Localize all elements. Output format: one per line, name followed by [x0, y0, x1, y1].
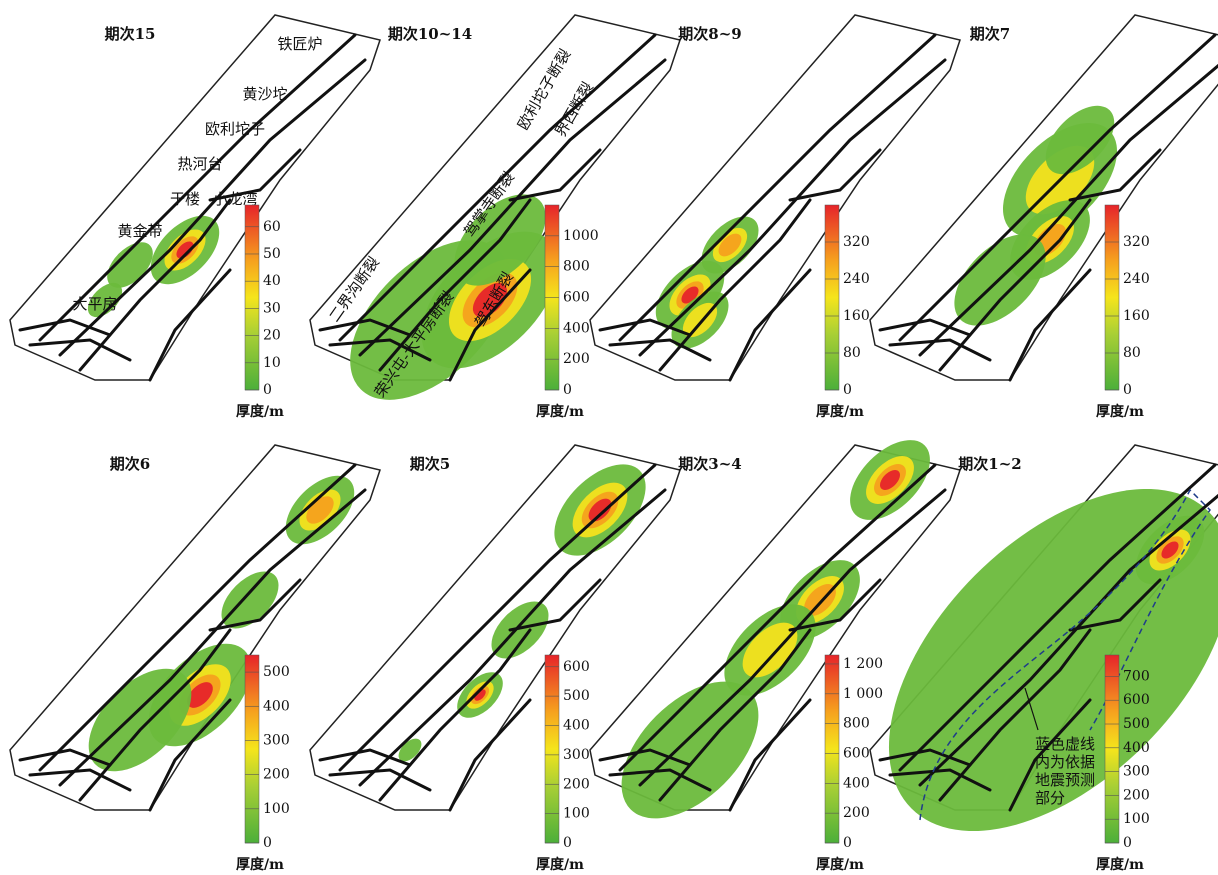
colorbar-tick-label: 400: [263, 698, 290, 714]
colorbar: [1105, 205, 1119, 390]
figure: 期次15铁匠炉黄沙坨欧利坨子热河台于楼小龙湾黄金带大平房010203040506…: [0, 0, 1218, 875]
colorbar-tick-label: 60: [263, 219, 281, 235]
colorbar-tick-label: 600: [843, 745, 870, 761]
map-panel: 期次6 0 100 200 300 400 500 厚度/m: [10, 445, 380, 873]
colorbar-tick-label: 200: [1123, 787, 1150, 803]
map-label: 部分: [1035, 789, 1065, 807]
colorbar-tick-label: 500: [1123, 716, 1150, 732]
colorbar-tick-label: 80: [843, 345, 861, 361]
colorbar-tick-label: 200: [263, 767, 290, 783]
colorbar-tick-label: 300: [563, 747, 590, 763]
colorbar-tick-label: 300: [1123, 764, 1150, 780]
colorbar-label: 厚度/m: [236, 403, 284, 420]
colorbar-tick-label: 100: [563, 806, 590, 822]
colorbar-tick-label: 500: [563, 688, 590, 704]
colorbar-tick-label: 0: [263, 835, 272, 851]
map-label: 于楼: [170, 190, 200, 208]
colorbar: [545, 655, 559, 843]
colorbar-label: 厚度/m: [1096, 403, 1144, 420]
colorbar-tick-label: 0: [563, 382, 572, 398]
panel-title: 期次15: [105, 25, 156, 43]
colorbar-tick-label: 200: [563, 351, 590, 367]
map-label: 内为依据: [1035, 753, 1095, 771]
map-label: 铁匠炉: [277, 35, 322, 53]
panel-title: 期次10~14: [388, 25, 472, 43]
colorbar-tick-label: 800: [843, 716, 870, 732]
panel-title: 期次5: [410, 455, 450, 473]
colorbar-tick-label: 1 200: [843, 656, 883, 672]
panel-title: 期次8~9: [678, 25, 741, 43]
map-label: 热河台: [177, 155, 222, 173]
colorbar-tick-label: 200: [563, 776, 590, 792]
map-panel: 期次15铁匠炉黄沙坨欧利坨子热河台于楼小龙湾黄金带大平房010203040506…: [10, 15, 380, 420]
colorbar-tick-label: 400: [563, 320, 590, 336]
colorbar-tick-label: 1000: [563, 228, 599, 244]
map-panel: 期次5 0 100 200 300 400 500 600 厚度/m: [310, 445, 680, 873]
map-label: 蓝色虚线: [1035, 735, 1095, 753]
colorbar-tick-label: 160: [1123, 308, 1150, 324]
colorbar-label: 厚度/m: [1096, 856, 1144, 873]
colorbar-tick-label: 40: [263, 273, 281, 289]
colorbar: [245, 655, 259, 843]
colorbar-tick-label: 600: [1123, 692, 1150, 708]
colorbar-tick-label: 300: [263, 732, 290, 748]
colorbar-label: 厚度/m: [816, 856, 864, 873]
colorbar-label: 厚度/m: [536, 403, 584, 420]
colorbar-tick-label: 100: [263, 801, 290, 817]
colorbar: [825, 205, 839, 390]
colorbar-tick-label: 400: [1123, 740, 1150, 756]
colorbar: [1105, 655, 1119, 843]
colorbar-tick-label: 0: [843, 835, 852, 851]
colorbar-tick-label: 400: [843, 775, 870, 791]
colorbar-tick-label: 0: [1123, 835, 1132, 851]
colorbar-tick-label: 0: [1123, 382, 1132, 398]
map-label: 欧利坨子: [205, 120, 265, 138]
panel-title: 期次1~2: [958, 455, 1021, 473]
colorbar-tick-label: 50: [263, 246, 281, 262]
colorbar-tick-label: 100: [1123, 811, 1150, 827]
colorbar-tick-label: 800: [563, 259, 590, 275]
colorbar-tick-label: 80: [1123, 345, 1141, 361]
colorbar-tick-label: 240: [843, 271, 870, 287]
colorbar-tick-label: 320: [1123, 234, 1150, 250]
colorbar-tick-label: 700: [1123, 668, 1150, 684]
colorbar-tick-label: 0: [563, 835, 572, 851]
colorbar: [245, 205, 259, 390]
colorbar-tick-label: 600: [563, 290, 590, 306]
map-label: 大平房: [72, 295, 117, 313]
colorbar-tick-label: 600: [563, 659, 590, 675]
colorbar-tick-label: 240: [1123, 271, 1150, 287]
colorbar-tick-label: 160: [843, 308, 870, 324]
panel-title: 期次7: [970, 25, 1010, 43]
colorbar-tick-label: 10: [263, 355, 281, 371]
colorbar-tick-label: 320: [843, 234, 870, 250]
colorbar-tick-label: 20: [263, 328, 281, 344]
colorbar-tick-label: 0: [263, 382, 272, 398]
map-label: 黄沙坨: [242, 85, 287, 103]
colorbar: [825, 655, 839, 843]
map-panel: 期次10~14二界沟断裂荣兴屯-大平房断裂驾掌寺断裂欧利坨子断裂界西断裂驾东断裂…: [310, 15, 680, 429]
colorbar-tick-label: 200: [843, 805, 870, 821]
colorbar-label: 厚度/m: [236, 856, 284, 873]
map-label: 地震预测: [1035, 771, 1095, 789]
colorbar-tick-label: 1 000: [843, 686, 883, 702]
colorbar-tick-label: 0: [843, 382, 852, 398]
map-label: 黄金带: [117, 222, 162, 240]
colorbar-tick-label: 500: [263, 664, 290, 680]
panel-title: 期次6: [110, 455, 150, 473]
colorbar-label: 厚度/m: [536, 856, 584, 873]
colorbar-label: 厚度/m: [816, 403, 864, 420]
colorbar-tick-label: 30: [263, 300, 281, 316]
panel-title: 期次3~4: [678, 455, 741, 473]
colorbar-tick-label: 400: [563, 718, 590, 734]
